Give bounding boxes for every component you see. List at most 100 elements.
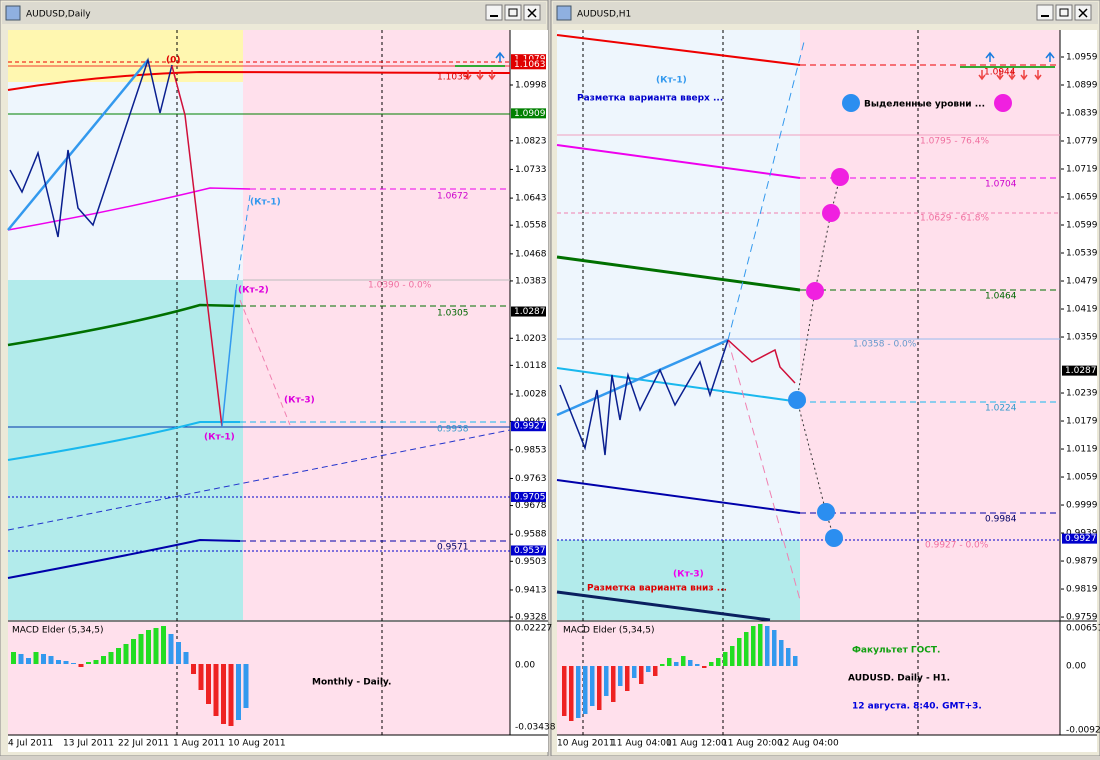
- indicator-scale: 0.00: [515, 661, 535, 671]
- macd-bar: [681, 656, 686, 666]
- date-label: 11 Aug 12:00: [666, 739, 727, 749]
- macd-bar: [161, 626, 166, 664]
- macd-bar: [772, 630, 777, 666]
- price-label: 1.0118: [515, 361, 547, 371]
- annotation: (Кт-1): [656, 76, 687, 86]
- macd-bar: [667, 658, 672, 666]
- macd-bar: [688, 660, 693, 666]
- macd-bar: [153, 628, 159, 664]
- price-label: 1.0558: [515, 221, 547, 231]
- price-label: 0.9879: [1066, 557, 1098, 567]
- price-label: 0.9588: [515, 530, 547, 540]
- window-left: [0, 0, 549, 757]
- price-label: 1.0468: [515, 249, 547, 259]
- macd-bar: [131, 639, 136, 664]
- macd-bar: [639, 666, 644, 684]
- macd-bar: [611, 666, 616, 702]
- price-marker: [511, 421, 546, 432]
- annotation: Выделенные уровни ...: [864, 100, 985, 110]
- macd-bar: [604, 666, 609, 696]
- level-label: 1.0944: [984, 68, 1016, 78]
- macd-bar: [56, 660, 61, 664]
- macd-bar: [786, 648, 791, 666]
- price-marker-label: 1.1063: [514, 60, 546, 70]
- price-label: 0.9999: [1066, 501, 1098, 511]
- level-label: 1.0224: [985, 404, 1017, 414]
- price-label: 0.9678: [515, 501, 547, 511]
- macd-bar: [632, 666, 637, 678]
- level-label: 1.0390 - 0.0%: [368, 281, 432, 291]
- macd-bar: [646, 666, 651, 672]
- macd-bar: [191, 664, 196, 674]
- price-marker-label: 0.9705: [514, 492, 546, 502]
- macd-bar: [709, 662, 714, 666]
- macd-bar: [221, 664, 226, 724]
- date-label: 12 Aug 04:00: [778, 739, 839, 749]
- price-marker: [511, 491, 546, 502]
- macd-bar: [660, 664, 665, 666]
- level-label: 1.0795 - 76.4%: [920, 137, 989, 147]
- date-label: 4 Jul 2011: [8, 739, 53, 749]
- price-marker-label: 1.0909: [514, 109, 546, 119]
- level-label: 0.9984: [985, 515, 1017, 525]
- window-title: AUDUSD,Daily: [26, 10, 91, 20]
- caption: 12 августа. 8:40. GMT+3.: [852, 702, 982, 712]
- price-marker: [1062, 533, 1097, 544]
- level-label: 0.9927 - 0.0%: [925, 541, 989, 551]
- caption: AUDUSD. Daily - H1.: [848, 674, 950, 684]
- annotation: (Кт-3): [284, 396, 315, 406]
- price-label: 1.0659: [1066, 193, 1098, 203]
- macd-bar: [86, 662, 91, 664]
- annotation: (Кт-2): [238, 286, 269, 296]
- macd-bar: [569, 666, 574, 721]
- macd-bar: [78, 664, 84, 667]
- price-label: 0.9763: [515, 474, 547, 484]
- level-label: 1.0358 - 0.0%: [853, 340, 917, 350]
- price-label: 1.0119: [1066, 445, 1098, 455]
- price-marker: [511, 306, 546, 317]
- macd-bar: [198, 664, 204, 690]
- macd-bar: [765, 626, 770, 666]
- price-label: 1.0179: [1066, 417, 1098, 427]
- macd-bar: [583, 666, 588, 714]
- macd-bar: [206, 664, 211, 704]
- date-label: 10 Aug 2011: [557, 739, 615, 749]
- date-label: 11 Aug 04:00: [611, 739, 672, 749]
- macd-bar: [243, 664, 249, 708]
- price-label: 1.0839: [1066, 109, 1098, 119]
- price-label: 1.0733: [515, 165, 547, 175]
- macd-bar: [71, 663, 76, 664]
- macd-bar: [590, 666, 595, 706]
- price-label: 1.0419: [1066, 305, 1098, 315]
- macd-bar: [146, 630, 151, 664]
- indicator-title: MACD Elder (5,34,5): [12, 626, 104, 636]
- macd-bar: [779, 640, 784, 666]
- price-label: 0.9413: [515, 585, 547, 595]
- price-label: 1.0203: [515, 334, 547, 344]
- macd-bar: [674, 662, 679, 666]
- price-label: 1.0479: [1066, 277, 1098, 287]
- price-label: 0.9503: [515, 557, 547, 567]
- macd-bar: [744, 632, 749, 666]
- macd-bar: [101, 656, 106, 664]
- price-label: 1.0028: [515, 390, 547, 400]
- macd-bar: [138, 634, 144, 664]
- annotation: (Кт-3): [673, 570, 704, 580]
- caption: Факультет ГОСТ.: [852, 646, 940, 656]
- macd-bar: [11, 652, 16, 664]
- price-label: 0.9853: [515, 445, 547, 455]
- price-label: 1.0719: [1066, 165, 1098, 175]
- price-label: 1.0779: [1066, 137, 1098, 147]
- annotation: (Кт-1): [204, 433, 235, 443]
- price-label: 1.0959: [1066, 53, 1098, 63]
- macd-bar: [18, 654, 24, 664]
- level-label: 0.9571: [437, 543, 469, 553]
- macd-bar: [793, 656, 798, 666]
- price-marker-label: 0.9537: [514, 546, 546, 556]
- window-title: AUDUSD,H1: [577, 10, 631, 20]
- price-label: 0.9328: [515, 613, 547, 623]
- price-marker: [1062, 365, 1097, 376]
- macd-bar: [716, 658, 721, 666]
- annotation: (Кт-1): [250, 198, 281, 208]
